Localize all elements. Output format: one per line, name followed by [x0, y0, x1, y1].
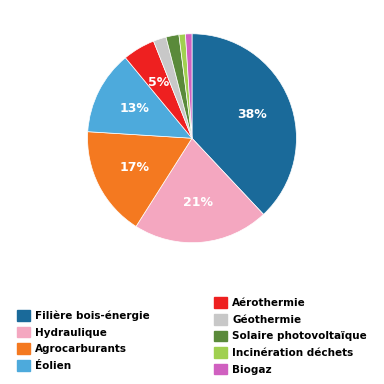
Legend: Aérothermie, Géothermie, Solaire photovoltaïque, Incinération déchets, Biogaz: Aérothermie, Géothermie, Solaire photovo… — [210, 293, 371, 379]
Text: 5%: 5% — [148, 76, 170, 89]
Text: 21%: 21% — [183, 196, 213, 209]
Wedge shape — [154, 37, 192, 138]
Text: 13%: 13% — [119, 103, 149, 115]
Text: 38%: 38% — [237, 108, 267, 121]
Wedge shape — [88, 58, 192, 138]
Wedge shape — [88, 132, 192, 227]
Wedge shape — [166, 35, 192, 138]
Legend: Filière bois-énergie, Hydraulique, Agrocarburants, Éolien: Filière bois-énergie, Hydraulique, Agroc… — [13, 306, 154, 375]
Wedge shape — [136, 138, 263, 243]
Wedge shape — [126, 41, 192, 138]
Wedge shape — [185, 34, 192, 138]
Text: 17%: 17% — [119, 161, 149, 174]
Wedge shape — [192, 34, 296, 214]
Wedge shape — [179, 34, 192, 138]
